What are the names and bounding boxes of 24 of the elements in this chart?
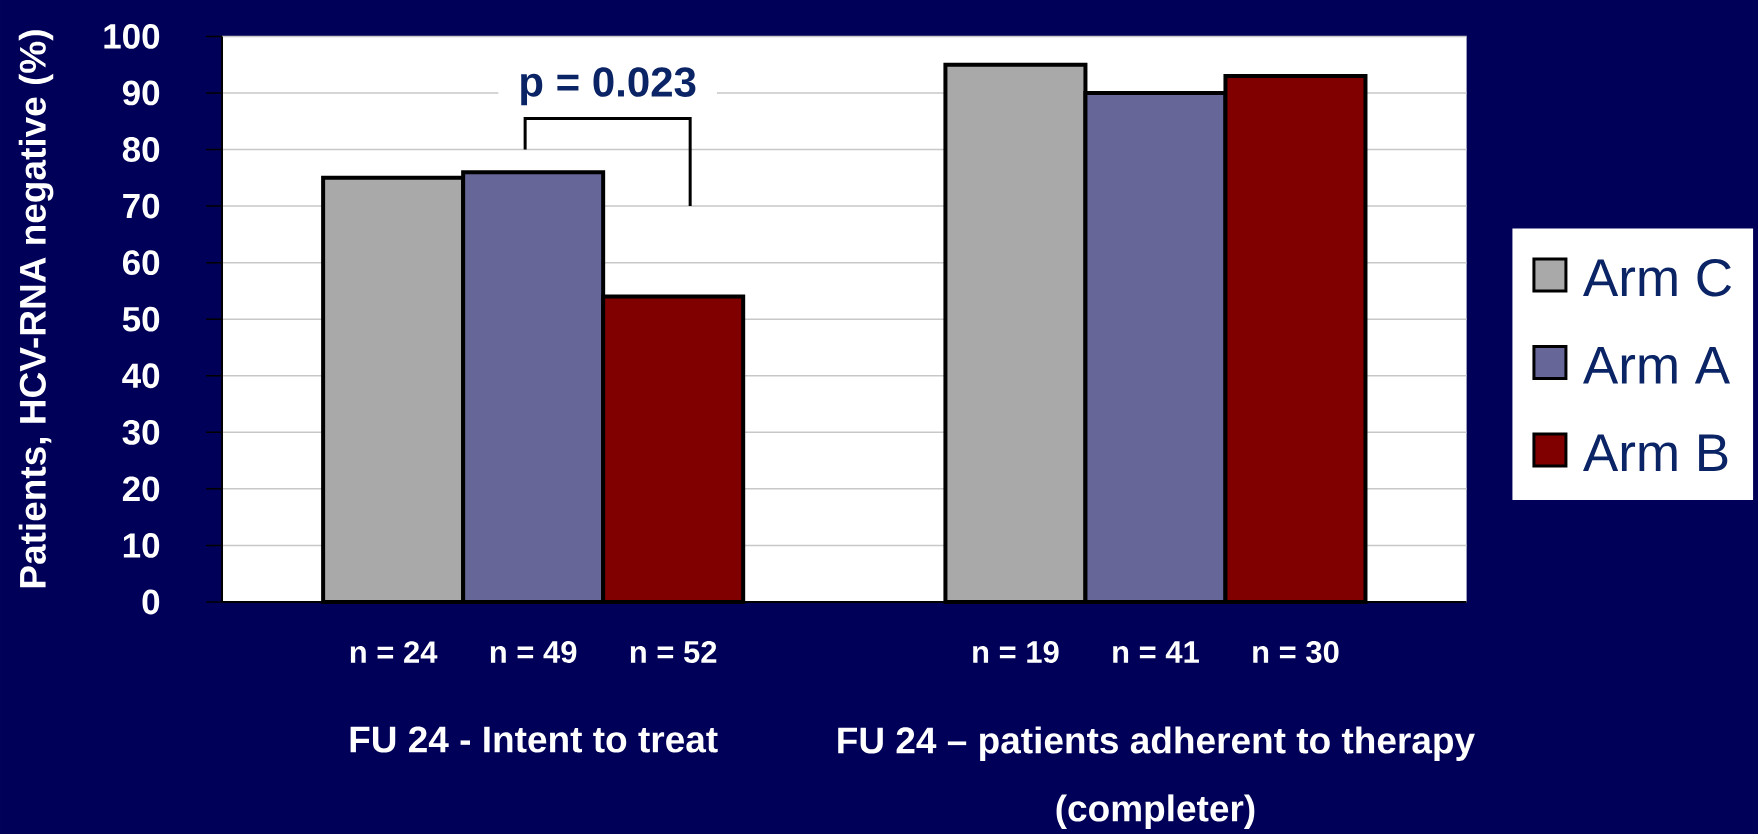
x-tick-label: FU 24 - Intent to treat	[350, 726, 718, 753]
y-tick-label: 70	[123, 193, 160, 219]
text: n = 30	[1253, 640, 1339, 663]
y-tick-label: 40	[122, 363, 160, 389]
text: n = 19	[973, 641, 1059, 663]
y-tick-label: 90	[122, 80, 160, 106]
annotation: p = 0.023	[521, 67, 696, 106]
y-tick-label: 100	[104, 24, 160, 49]
text: n = 24	[350, 641, 438, 663]
legend-label: Arm C	[1583, 258, 1732, 297]
y-tick-label: 0	[142, 589, 160, 615]
y-tick-label: 50	[122, 306, 160, 332]
legend-label: Arm A	[1583, 346, 1731, 384]
y-tick-label: 30	[122, 419, 160, 445]
y-tick-label: 20	[122, 476, 160, 502]
text: n = 52	[630, 641, 717, 663]
y-axis-title: Patients, HCV-RNA negative (%)	[18, 30, 54, 588]
y-tick-label: 80	[122, 137, 160, 162]
x-tick-label: FU 24 – patients adherent to therapy (completer)	[838, 726, 1475, 829]
text: n = 49	[490, 641, 577, 663]
legend-label: Arm B	[1583, 434, 1728, 471]
text: n = 41	[1113, 641, 1199, 663]
y-tick-label: 10	[123, 533, 160, 558]
y-tick-label: 60	[122, 250, 160, 276]
